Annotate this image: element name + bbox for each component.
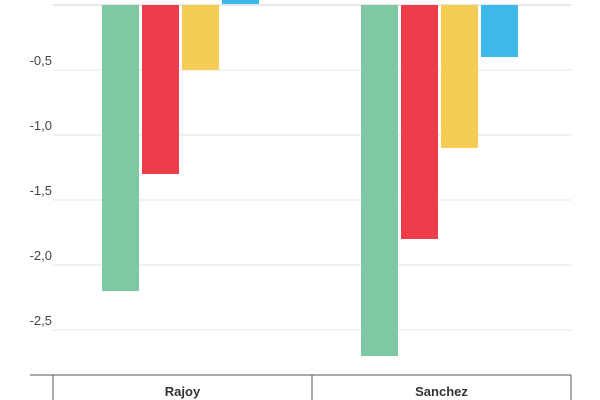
bar-rajoy-3 [182,5,219,70]
y-tick-label: -2,5 [30,313,52,328]
y-tick-label: -0,5 [30,53,52,68]
bar-sanchez-1 [361,5,398,356]
bar-sanchez-2 [401,5,438,239]
y-axis-ticks: -0,5 -1,0 -1,5 -2,0 -2,5 [30,53,52,328]
category-label-rajoy: Rajoy [165,384,201,399]
bar-rajoy-1 [102,5,139,291]
bar-rajoy-4-zero [222,0,259,4]
bar-rajoy-2 [142,5,179,174]
y-tick-label: -1,5 [30,183,52,198]
bar-sanchez-4 [481,5,518,57]
bar-sanchez-3 [441,5,478,148]
x-axis-categories: Rajoy Sanchez [165,384,469,399]
bars [102,0,518,356]
y-tick-label: -2,0 [30,248,52,263]
x-axis [30,374,572,400]
category-label-sanchez: Sanchez [415,384,468,399]
y-tick-label: -1,0 [30,118,52,133]
